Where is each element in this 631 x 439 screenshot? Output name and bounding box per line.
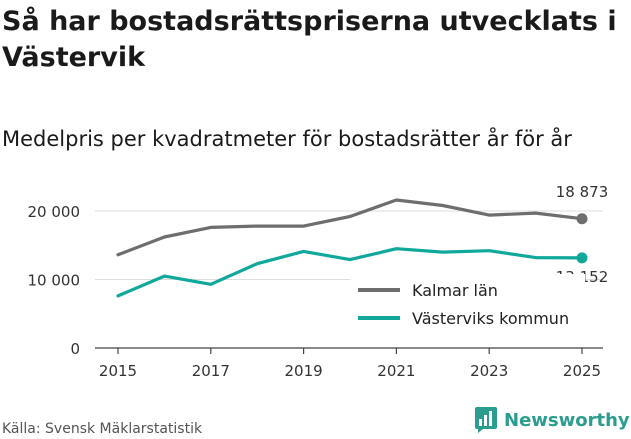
x-tick-label: 2015 bbox=[99, 362, 137, 380]
newsworthy-chart-icon bbox=[475, 407, 497, 433]
newsworthy-logo: Newsworthy bbox=[475, 405, 630, 435]
series-line-2 bbox=[116, 247, 584, 298]
series-end-point-2 bbox=[576, 252, 588, 264]
y-tick-label: 20 000 bbox=[28, 203, 81, 221]
series-line-1 bbox=[116, 198, 584, 257]
chart-subtitle: Medelpris per kvadratmeter för bostadsrä… bbox=[2, 127, 572, 151]
x-tick-label: 2019 bbox=[285, 362, 323, 380]
legend-background bbox=[350, 274, 585, 336]
series-end-label-1: 18 873 bbox=[556, 183, 609, 201]
x-tick-label: 2017 bbox=[192, 362, 230, 380]
legend: Kalmar län Västerviks kommun bbox=[350, 274, 585, 336]
x-axis: 2015 2017 2019 2021 2023 2025 bbox=[99, 348, 601, 380]
series-end-point-1 bbox=[576, 213, 588, 225]
x-tick-label: 2025 bbox=[563, 362, 601, 380]
x-tick-label: 2023 bbox=[470, 362, 508, 380]
source-note: Källa: Svensk Mäklarstatistik bbox=[2, 421, 203, 437]
y-tick-label: 10 000 bbox=[28, 272, 81, 290]
line-chart: 0 10 000 20 000 2015 2017 2019 2021 2023 2025 1… bbox=[28, 183, 609, 380]
y-tick-label: 0 bbox=[70, 340, 80, 358]
x-tick-label: 2021 bbox=[377, 362, 415, 380]
y-axis: 0 10 000 20 000 bbox=[28, 203, 81, 358]
legend-label-2: Västerviks kommun bbox=[412, 309, 569, 328]
brand-name: Newsworthy bbox=[504, 409, 630, 431]
chart-title: Så har bostadsrättspriserna utvecklats i… bbox=[2, 6, 617, 73]
legend-label-1: Kalmar län bbox=[412, 281, 498, 300]
